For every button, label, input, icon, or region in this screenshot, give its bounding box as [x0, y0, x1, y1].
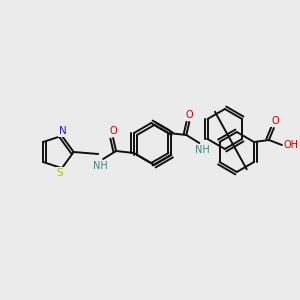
Text: O: O [271, 116, 279, 126]
Text: OH: OH [283, 140, 298, 150]
Text: O: O [185, 110, 193, 120]
Text: N: N [59, 126, 67, 136]
Text: NH: NH [93, 161, 107, 171]
Text: NH: NH [195, 145, 210, 155]
Text: S: S [57, 168, 63, 178]
Text: O: O [109, 126, 117, 136]
